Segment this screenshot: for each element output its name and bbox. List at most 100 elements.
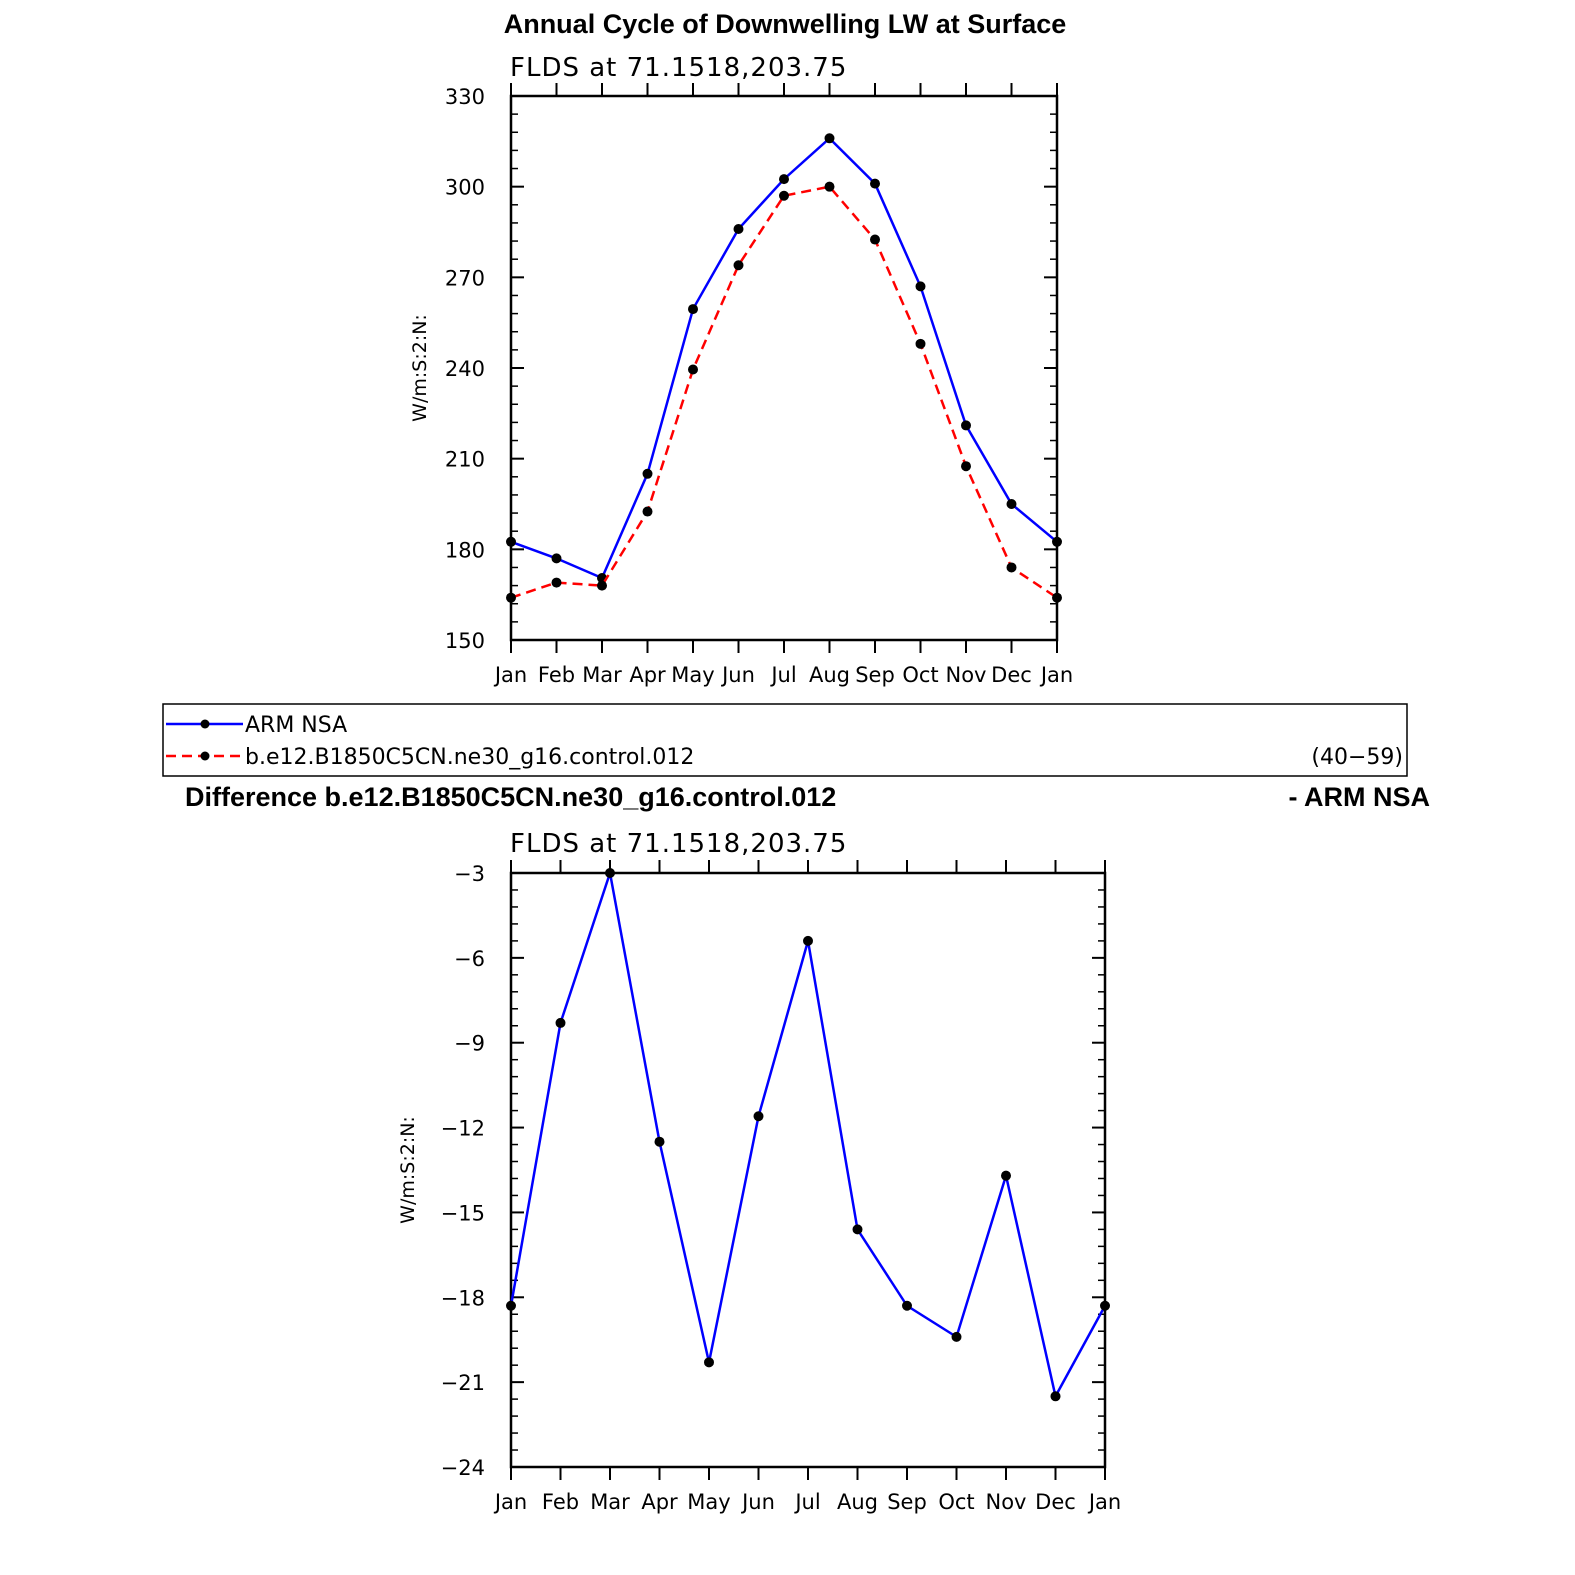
top-series-1-point bbox=[824, 181, 835, 192]
diff-ytick-label: −3 bbox=[454, 862, 485, 886]
top-xtick-label: Jul bbox=[769, 663, 796, 687]
diff-chart-ylabel: W/m:S:2:N: bbox=[397, 1116, 419, 1224]
diff-xtick-label: Dec bbox=[1035, 1490, 1076, 1514]
diff-xtick-label: Jun bbox=[740, 1490, 775, 1514]
diff-series-0-point bbox=[753, 1111, 764, 1122]
diff-ytick-label: −12 bbox=[441, 1117, 485, 1141]
top-series-1-point bbox=[779, 190, 789, 201]
top-chart-subtitle: FLDS at 71.1518,203.75 bbox=[510, 53, 847, 83]
diff-xtick-label: Jan bbox=[493, 1490, 527, 1514]
legend-marker-model bbox=[200, 751, 210, 761]
diff-ytick-label: −18 bbox=[441, 1286, 485, 1310]
top-series-0-point bbox=[779, 174, 789, 185]
diff-frame bbox=[509, 871, 1107, 1469]
diff-series-0-point bbox=[704, 1357, 714, 1368]
top-series-1-point bbox=[642, 506, 653, 517]
top-series-0-point bbox=[870, 178, 880, 189]
diff-series-0-point bbox=[605, 868, 615, 878]
top-series-1-point bbox=[961, 461, 971, 472]
top-xtick-label: Sep bbox=[855, 663, 895, 687]
top-series-line-0 bbox=[510, 136, 1058, 580]
diff-xtick-label: Nov bbox=[986, 1490, 1027, 1514]
top-chart-title: Annual Cycle of Downwelling LW at Surfac… bbox=[504, 9, 1067, 39]
diff-xtick-label: Jul bbox=[793, 1490, 820, 1514]
legend-marker-obs bbox=[200, 719, 210, 729]
diff-series-0-point bbox=[803, 935, 813, 946]
top-series-0-point bbox=[733, 223, 744, 234]
top-series-0-point bbox=[551, 553, 562, 564]
diff-series-0-point bbox=[852, 1224, 863, 1235]
top-xtick-label: Dec bbox=[991, 663, 1032, 687]
diff-ytick-label: −24 bbox=[441, 1456, 485, 1480]
top-chart-ylabel: W/m:S:2:N: bbox=[409, 314, 431, 422]
top-xtick-label: Nov bbox=[946, 663, 987, 687]
top-series-0-point bbox=[506, 536, 516, 547]
diff-plot-area: −24 −21 −18 −15 −12 −9 −6 −3 Jan Feb Mar Apr May Jun J… bbox=[441, 860, 1121, 1514]
diff-title-right: - ARM NSA bbox=[1289, 782, 1431, 812]
top-ytick-label: 150 bbox=[445, 629, 485, 653]
diff-xtick-label: Aug bbox=[837, 1490, 878, 1514]
top-series-0-point bbox=[915, 281, 926, 292]
top-series-0-point bbox=[688, 304, 698, 315]
diff-series-0-point bbox=[951, 1331, 962, 1342]
top-series-1-point bbox=[1052, 592, 1062, 603]
diff-series-0-point bbox=[1001, 1170, 1011, 1181]
top-ytick-label: 300 bbox=[445, 176, 485, 200]
top-xtick-label: Jan bbox=[1039, 663, 1073, 687]
legend-box bbox=[162, 703, 1408, 777]
top-ytick-label: 180 bbox=[445, 538, 485, 562]
top-xtick-label: May bbox=[671, 663, 714, 687]
diff-ytick-label: −9 bbox=[454, 1032, 485, 1056]
diff-xtick-label: Apr bbox=[641, 1490, 678, 1514]
top-series-1-point bbox=[915, 338, 926, 349]
legend-label-obs: ARM NSA bbox=[245, 713, 347, 738]
top-series-1-point bbox=[1006, 562, 1017, 573]
diff-ytick-label: −21 bbox=[441, 1371, 485, 1395]
top-xtick-label: Jan bbox=[493, 663, 527, 687]
top-series-0-point bbox=[961, 420, 971, 431]
diff-series-0-point bbox=[1100, 1300, 1110, 1311]
top-series-1-point bbox=[870, 234, 880, 245]
top-xtick-label: Feb bbox=[538, 663, 575, 687]
top-series-1-point bbox=[688, 364, 698, 375]
top-series-0-point bbox=[642, 468, 653, 479]
top-series-0-point bbox=[1052, 536, 1062, 547]
top-series-1-point bbox=[506, 592, 516, 603]
top-xtick-label: Oct bbox=[902, 663, 938, 687]
top-ytick-label: 270 bbox=[445, 266, 485, 290]
top-series-1-point bbox=[733, 260, 744, 271]
legend: ARM NSA b.e12.B1850C5CN.ne30_g16.control… bbox=[162, 703, 1408, 777]
diff-ytick-label: −15 bbox=[441, 1201, 485, 1225]
top-xtick-label: Aug bbox=[809, 663, 850, 687]
diff-xtick-label: Feb bbox=[542, 1490, 579, 1514]
top-xtick-label: Mar bbox=[582, 663, 622, 687]
diff-xtick-label: Mar bbox=[590, 1490, 630, 1514]
diff-series-0-point bbox=[1050, 1391, 1061, 1402]
top-series-1-point bbox=[597, 580, 607, 591]
diff-series-0-point bbox=[555, 1017, 566, 1028]
top-series-line-1 bbox=[510, 185, 1058, 599]
top-xtick-label: Apr bbox=[629, 663, 666, 687]
diff-title-left: Difference b.e12.B1850C5CN.ne30_g16.cont… bbox=[185, 782, 836, 812]
top-ytick-label: 240 bbox=[445, 357, 485, 381]
diff-series-0-point bbox=[902, 1300, 912, 1311]
diff-xtick-label: May bbox=[687, 1490, 730, 1514]
diff-xtick-label: Jan bbox=[1087, 1490, 1121, 1514]
diff-chart-subtitle: FLDS at 71.1518,203.75 bbox=[510, 829, 847, 859]
top-series-0-point bbox=[1006, 499, 1017, 509]
top-ytick-label: 330 bbox=[445, 85, 485, 109]
diff-xtick-label: Oct bbox=[938, 1490, 974, 1514]
top-series-0-point bbox=[824, 133, 835, 144]
diff-ytick-label: −6 bbox=[454, 947, 485, 971]
legend-label-model: b.e12.B1850C5CN.ne30_g16.control.012 bbox=[245, 745, 694, 770]
diff-xtick-label: Sep bbox=[887, 1490, 927, 1514]
top-series-1-point bbox=[551, 577, 562, 588]
legend-years: (40−59) bbox=[1311, 745, 1403, 770]
top-plot-area: 150 180 210 240 270 300 330 Jan Feb Mar Apr May Jun J… bbox=[445, 83, 1073, 687]
diff-series-0-point bbox=[654, 1136, 665, 1147]
top-ytick-label: 210 bbox=[445, 448, 485, 472]
diff-series-0-point bbox=[506, 1300, 516, 1311]
diff-series-line-0 bbox=[509, 872, 1107, 1400]
top-xtick-label: Jun bbox=[720, 663, 755, 687]
